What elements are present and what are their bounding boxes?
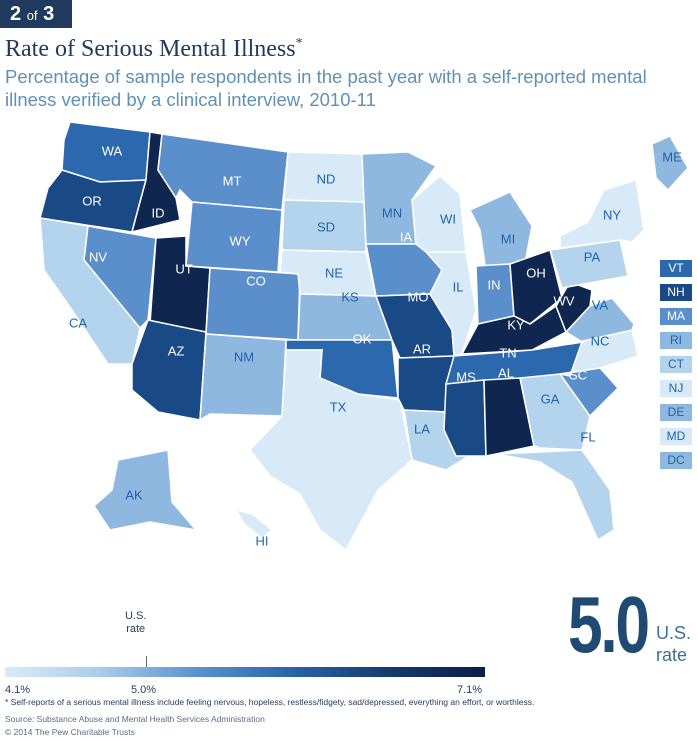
state-mt (157, 133, 289, 211)
page-subtitle: Percentage of sample respondents in the … (5, 66, 647, 110)
state-label-ny: NY (603, 207, 621, 222)
state-al (483, 377, 535, 457)
state-label-tn: TN (499, 345, 516, 360)
state-label-hi: HI (256, 533, 269, 548)
state-label-nm: NM (234, 349, 254, 364)
state-label-ok: OK (353, 331, 372, 346)
legend-state-ma: MA (660, 308, 692, 325)
state-label-nv: NV (89, 249, 107, 264)
state-label-pa: PA (584, 249, 601, 264)
us-rate-value: 5.0 (568, 580, 650, 669)
state-label-or: OR (82, 193, 102, 208)
scale-us-rate-marker: U.S. rate (125, 610, 147, 635)
state-label-mo: MO (408, 289, 429, 304)
legend-state-ct: CT (660, 356, 692, 373)
state-label-wv: WV (554, 293, 575, 308)
state-label-mt: MT (223, 173, 242, 188)
scale-min-label: 4.1% (5, 684, 31, 696)
state-label-nd: ND (317, 171, 336, 186)
footnote: * Self-reports of a serious mental illne… (5, 697, 535, 707)
state-label-nc: NC (591, 333, 610, 348)
state-label-oh: OH (526, 265, 546, 280)
legend-state-nj: NJ (660, 380, 692, 397)
state-label-wi: WI (440, 211, 456, 226)
us-rate-label: U.S. rate (656, 623, 692, 665)
state-label-al: AL (498, 365, 514, 380)
state-label-tx: TX (330, 399, 347, 414)
state-label-il: IL (453, 279, 464, 294)
state-ak (93, 449, 198, 532)
state-me (651, 135, 689, 192)
state-az (131, 319, 207, 421)
slide-counter-badge: 2 of 3 (0, 0, 72, 28)
state-label-sd: SD (317, 219, 335, 234)
state-label-az: AZ (168, 343, 185, 358)
slide-total: 3 (43, 3, 55, 25)
scale-max-label: 7.1% (457, 684, 483, 696)
state-ny (559, 179, 645, 249)
scale-us-rate-tick (146, 656, 147, 676)
state-label-in: IN (488, 277, 501, 292)
state-label-ut: UT (175, 261, 192, 276)
copyright-note: © 2014 The Pew Charitable Trusts (5, 727, 135, 737)
legend-state-vt: VT (660, 260, 692, 277)
state-va (564, 297, 635, 345)
legend-state-nh: NH (660, 284, 692, 301)
scale-mid-label: 5.0% (131, 684, 157, 696)
state-nv (83, 225, 157, 330)
state-label-ky: KY (507, 317, 525, 332)
slide-number: 2 (10, 3, 22, 25)
state-oh (509, 249, 563, 325)
state-label-ca: CA (69, 315, 87, 330)
state-label-ms: MS (456, 369, 476, 384)
state-label-co: CO (246, 273, 266, 288)
color-scale-bar (5, 667, 485, 677)
us-choropleth-map: WA OR CA ID NV MT WY UT CO AZ NM ND SD NE KS OK TX MN IA MO… (39, 121, 689, 552)
state-label-mi: MI (501, 231, 515, 246)
title-footnote-mark: * (295, 36, 303, 51)
page-title: Rate of Serious Mental Illness* (5, 36, 303, 62)
states-layer (39, 121, 689, 552)
state-label-la: LA (414, 421, 430, 436)
legend-state-md: MD (660, 428, 692, 445)
state-ms (443, 379, 487, 457)
state-tx (249, 349, 413, 552)
state-ky (460, 304, 567, 355)
state-label-mn: MN (382, 205, 402, 220)
source-note: Source: Substance Abuse and Mental Healt… (5, 714, 265, 724)
state-label-ks: KS (341, 289, 359, 304)
state-fl (495, 449, 615, 542)
state-label-ia: IA (400, 229, 413, 244)
state-label-id: ID (152, 205, 165, 220)
state-label-sc: SC (569, 367, 587, 382)
state-label-ne: NE (325, 265, 343, 280)
state-label-ak: AK (125, 487, 143, 502)
state-label-fl: FL (580, 429, 595, 444)
legend-state-ri: RI (660, 332, 692, 349)
state-label-wa: WA (102, 143, 123, 158)
state-labels-layer: WA OR CA ID NV MT WY UT CO AZ NM ND SD NE KS OK TX MN IA MO… (69, 143, 682, 548)
legend-state-de: DE (660, 404, 692, 421)
slide-of-text: of (26, 8, 38, 23)
state-label-me: ME (662, 149, 682, 164)
state-label-va: VA (592, 297, 609, 312)
state-nc (559, 329, 639, 377)
state-label-ga: GA (541, 391, 560, 406)
state-label-ar: AR (413, 341, 431, 356)
legend-state-dc: DC (660, 452, 692, 469)
state-in (475, 263, 515, 325)
state-hi (234, 508, 274, 539)
state-label-wy: WY (230, 233, 251, 248)
state-nm (199, 333, 287, 422)
